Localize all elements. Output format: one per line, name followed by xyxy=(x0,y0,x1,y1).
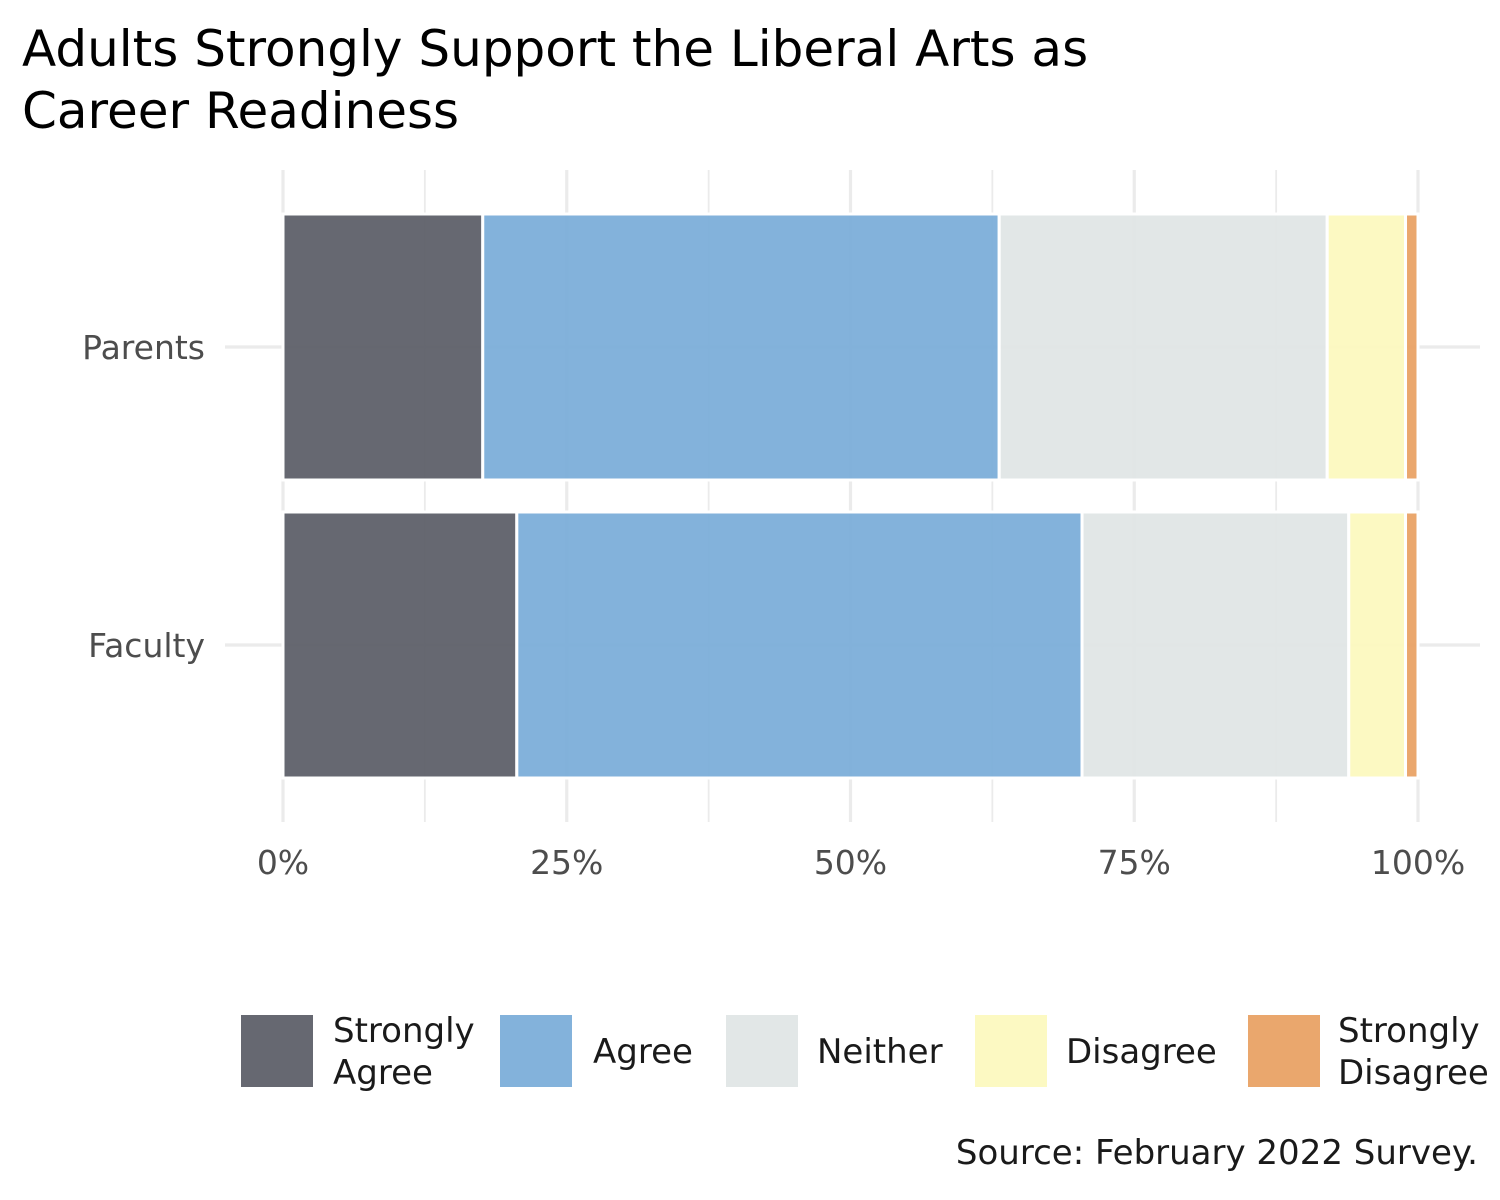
legend-key-agree xyxy=(500,1015,572,1087)
legend-item-agree: Agree xyxy=(500,1015,693,1087)
bar-segment-parents-strongly-agree xyxy=(281,212,485,482)
x-tick-label: 75% xyxy=(1098,843,1171,882)
bar-segment-faculty-strongly-disagree xyxy=(1404,510,1420,780)
bar-segment-parents-neither xyxy=(997,212,1329,482)
x-tick-label: 25% xyxy=(530,843,603,882)
bar-segment-faculty-neither xyxy=(1080,510,1351,780)
bar-row-parents xyxy=(281,212,1420,482)
x-axis: 0% 25% 50% 75% 100% xyxy=(257,843,1465,882)
bar-segment-parents-agree xyxy=(481,212,1001,482)
chart-title-line-2: Career Readiness xyxy=(22,82,460,140)
bar-segment-parents-disagree xyxy=(1325,212,1408,482)
legend-key-strongly-disagree xyxy=(1248,1015,1320,1087)
x-tick-label: 0% xyxy=(257,843,309,882)
legend-key-strongly-agree xyxy=(241,1015,313,1087)
legend-key-disagree xyxy=(975,1015,1047,1087)
source-caption: Source: February 2022 Survey. xyxy=(955,1133,1478,1173)
legend-label-neither: Neither xyxy=(817,1032,943,1072)
bars xyxy=(281,212,1420,780)
legend: Strongly Agree Agree Neither Disagree Strongl… xyxy=(241,1011,1489,1093)
legend-item-disagree: Disagree xyxy=(975,1015,1217,1087)
bar-segment-faculty-strongly-agree xyxy=(281,510,519,780)
legend-label-disagree: Disagree xyxy=(1066,1032,1217,1072)
legend-label-strongly-disagree: Strongly Disagree xyxy=(1338,1011,1489,1093)
chart-title: Adults Strongly Support the Liberal Arts… xyxy=(22,18,1222,142)
x-tick-label: 100% xyxy=(1371,843,1465,882)
legend-item-neither: Neither xyxy=(726,1015,943,1087)
y-tick-label-parents: Parents xyxy=(82,328,205,367)
bar-segment-faculty-disagree xyxy=(1347,510,1408,780)
bar-segment-faculty-agree xyxy=(515,510,1084,780)
y-axis: Parents Faculty xyxy=(82,328,205,665)
x-tick-label: 50% xyxy=(814,843,887,882)
legend-key-neither xyxy=(726,1015,798,1087)
bar-segment-parents-strongly-disagree xyxy=(1404,212,1420,482)
legend-item-strongly-agree: Strongly Agree xyxy=(241,1011,475,1093)
bar-row-faculty xyxy=(281,510,1420,780)
y-tick-label-faculty: Faculty xyxy=(88,626,205,665)
legend-label-agree: Agree xyxy=(593,1032,693,1072)
legend-label-strongly-agree: Strongly Agree xyxy=(333,1011,475,1093)
chart-title-line-1: Adults Strongly Support the Liberal Arts… xyxy=(22,20,1089,78)
legend-item-strongly-disagree: Strongly Disagree xyxy=(1248,1011,1489,1093)
